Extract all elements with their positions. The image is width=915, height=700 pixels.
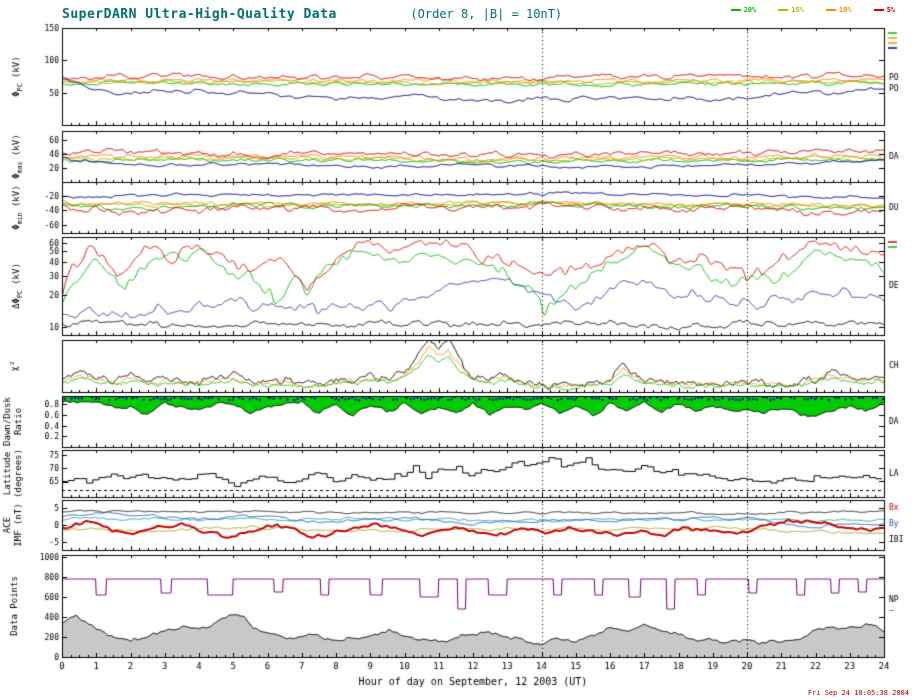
threshold-legend: 20% 15% 10% 5%: [730, 6, 895, 14]
legend-line-icon: [778, 9, 789, 11]
legend-line-icon: [730, 9, 741, 11]
figure-title: SuperDARN Ultra-High-Quality Data: [62, 7, 337, 22]
legend-item: 5%: [873, 6, 895, 14]
legend-item: 15%: [778, 6, 804, 14]
legend-item-label: 20%: [743, 6, 757, 14]
legend-item-label: 5%: [886, 6, 895, 14]
legend-item: 10%: [825, 6, 852, 14]
legend-line-icon: [825, 9, 836, 11]
legend-item-label: 10%: [838, 6, 852, 14]
figure-header: SuperDARN Ultra-High-Quality Data (Order…: [62, 3, 562, 22]
legend-item: 20%: [730, 6, 757, 14]
legend-item-label: 15%: [791, 6, 804, 14]
figure-subtitle: (Order 8, |B| = 10nT): [410, 7, 563, 21]
legend-line-icon: [873, 9, 884, 11]
print-timestamp: Fri Sep 24 10:05:38 2004: [807, 689, 909, 697]
